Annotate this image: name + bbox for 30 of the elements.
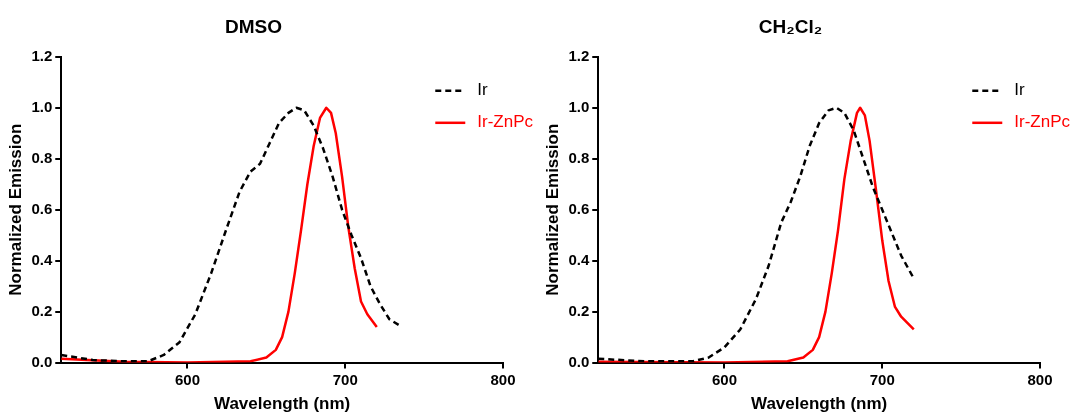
legend-label: Ir-ZnPc (477, 112, 534, 132)
legend-label: Ir (477, 80, 488, 100)
y-tick-label: 0.8 (568, 148, 590, 166)
x-tick-label: 700 (332, 370, 358, 388)
chart-title: CH₂Cl₂ (758, 15, 823, 37)
x-tick-label: 700 (869, 370, 895, 388)
x-tick-label: 800 (490, 370, 516, 388)
y-axis-title: Normalized Emission (5, 123, 25, 296)
x-axis-title: Wavelength (nm) (750, 394, 888, 414)
legend-label: Ir-ZnPc (1014, 112, 1071, 132)
y-tick-label: 0.0 (31, 352, 53, 370)
y-tick-label: 1.2 (568, 46, 590, 64)
y-tick-label: 1.0 (568, 97, 590, 115)
legend-label: Ir (1014, 80, 1025, 100)
y-tick-label: 0.4 (568, 250, 590, 268)
y-tick-label: 1.2 (31, 46, 53, 64)
y-tick-label: 0.6 (568, 199, 590, 217)
chart-title: DMSO (225, 15, 282, 37)
y-tick-label: 0.2 (568, 301, 590, 319)
y-tick-label: 0.2 (31, 301, 53, 319)
y-tick-label: 0.0 (568, 352, 590, 370)
y-tick-label: 0.6 (31, 199, 53, 217)
y-tick-label: 0.4 (31, 250, 53, 268)
x-axis-title: Wavelength (nm) (213, 394, 351, 414)
x-tick-label: 600 (174, 370, 200, 388)
y-tick-label: 1.0 (31, 97, 53, 115)
x-tick-label: 800 (1027, 370, 1053, 388)
y-axis-title: Normalized Emission (542, 123, 562, 296)
x-tick-label: 600 (711, 370, 737, 388)
y-tick-label: 0.8 (31, 148, 53, 166)
